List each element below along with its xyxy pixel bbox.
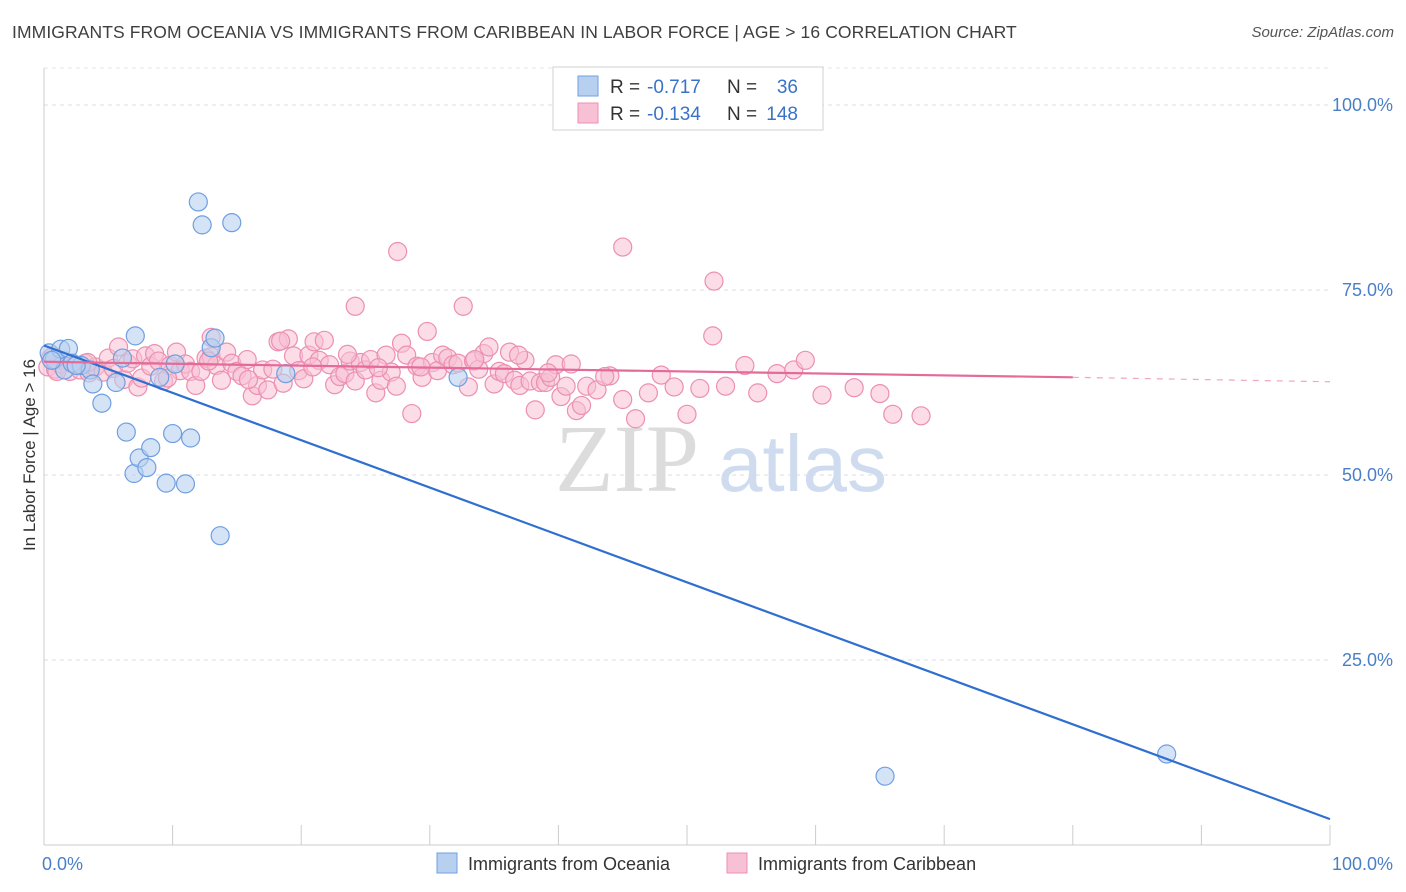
axes [43, 68, 1331, 846]
caribbean-point-109 [613, 389, 633, 410]
x-tick-label-1: 100.0% [1332, 854, 1393, 874]
legend-swatch-caribbean [577, 102, 599, 124]
bottom-legend-label-caribbean: Immigrants from Caribbean [758, 854, 976, 874]
oceania-point-31 [448, 367, 468, 387]
series-caribbean [38, 237, 931, 429]
watermark-atlas: atlas [718, 419, 887, 508]
caribbean-point-55 [314, 330, 334, 350]
chart-title: IMMIGRANTS FROM OCEANIA VS IMMIGRANTS FR… [12, 22, 1017, 42]
trend-line-caribbean [43, 360, 1073, 379]
legend-n-value-oceania: 36 [777, 77, 798, 98]
y-tick-label-2: 75.0% [1342, 280, 1393, 300]
y-tick-label-1: 50.0% [1342, 465, 1393, 485]
legend-r-value-caribbean: -0.134 [647, 104, 701, 125]
trend-line-oceania [43, 344, 1331, 821]
caribbean-point-82 [453, 296, 473, 316]
oceania-point-34 [42, 350, 62, 370]
legend-r-label-caribbean: R = [610, 104, 640, 125]
x-tick-labels: 0.0% 100.0% [42, 854, 1393, 874]
bottom-legend: Immigrants from Oceania Immigrants from … [436, 852, 976, 874]
caribbean-point-122 [795, 350, 815, 370]
oceania-point-25 [192, 215, 212, 235]
caribbean-point-110 [625, 409, 646, 429]
caribbean-point-126 [883, 404, 903, 424]
caribbean-point-141 [337, 344, 358, 364]
y-tick-labels: 25.0% 50.0% 75.0% 100.0% [1332, 95, 1393, 670]
legend-swatch-oceania [577, 75, 599, 97]
caribbean-point-146 [538, 363, 558, 383]
caribbean-point-114 [677, 404, 697, 424]
caribbean-point-96 [525, 400, 545, 420]
legend-n-label-caribbean: N = [727, 104, 757, 125]
caribbean-point-123 [812, 385, 832, 405]
oceania-point-22 [175, 474, 196, 494]
caribbean-point-35 [211, 370, 232, 390]
oceania-point-16 [137, 458, 157, 478]
oceania-point-29 [222, 213, 242, 233]
trend-lines [43, 344, 1331, 821]
caribbean-point-144 [465, 349, 485, 370]
caribbean-point-138 [238, 369, 259, 390]
legend-r-label-oceania: R = [610, 77, 640, 98]
oceania-point-8 [83, 374, 103, 394]
caribbean-point-75 [417, 321, 437, 342]
caribbean-point-124 [844, 378, 864, 398]
y-axis-label: In Labor Force | Age > 16 [20, 359, 39, 551]
caribbean-point-130 [704, 271, 724, 291]
oceania-point-19 [156, 473, 176, 493]
caribbean-point-145 [508, 345, 529, 365]
oceania-point-33 [1157, 744, 1177, 764]
oceania-point-9 [92, 393, 112, 413]
caribbean-point-105 [571, 395, 592, 416]
caribbean-point-113 [664, 377, 684, 397]
caribbean-point-102 [556, 376, 576, 396]
trend-line-caribbean-extension [1072, 376, 1331, 383]
caribbean-point-69 [386, 376, 406, 396]
oceania-point-28 [210, 526, 230, 546]
top-legend: R = -0.717 N = 36 R = -0.134 N = 148 [552, 66, 824, 131]
legend-n-value-caribbean: 148 [766, 104, 798, 125]
caribbean-point-118 [735, 355, 755, 376]
oceania-point-14 [125, 326, 145, 346]
oceania-point-23 [181, 428, 201, 448]
caribbean-point-125 [870, 384, 890, 404]
caribbean-point-129 [613, 237, 633, 257]
oceania-point-24 [188, 192, 208, 212]
watermark: ZIP atlas [555, 405, 887, 512]
y-tick-label-0: 25.0% [1342, 650, 1393, 670]
caribbean-point-103 [561, 354, 581, 374]
oceania-point-32 [875, 766, 895, 786]
caribbean-point-147 [595, 366, 615, 387]
legend-r-value-oceania: -0.717 [647, 77, 701, 98]
oceania-point-30 [276, 364, 296, 384]
bottom-legend-swatch-oceania [436, 852, 458, 874]
oceania-point-10 [106, 372, 126, 393]
caribbean-point-111 [638, 383, 659, 403]
oceania-point-20 [163, 423, 183, 444]
oceania-point-27 [205, 328, 225, 348]
caribbean-point-87 [479, 337, 499, 357]
caribbean-point-117 [715, 376, 736, 396]
caribbean-point-72 [402, 403, 422, 424]
caribbean-point-128 [388, 241, 408, 262]
caribbean-point-119 [748, 383, 768, 403]
oceania-point-18 [150, 367, 170, 387]
caribbean-point-139 [271, 331, 291, 351]
caribbean-point-116 [703, 326, 723, 346]
caribbean-point-127 [911, 406, 931, 426]
x-tick-label-0: 0.0% [42, 854, 83, 874]
y-tick-label-3: 100.0% [1332, 95, 1393, 115]
legend-n-label-oceania: N = [727, 77, 757, 98]
bottom-legend-swatch-caribbean [726, 852, 748, 874]
source-label: Source: ZipAtlas.com [1251, 24, 1394, 41]
caribbean-point-115 [690, 378, 710, 399]
oceania-point-12 [116, 422, 136, 442]
caribbean-point-131 [345, 296, 365, 316]
oceania-point-11 [112, 348, 133, 368]
bottom-legend-label-oceania: Immigrants from Oceania [468, 854, 671, 874]
oceania-point-17 [141, 438, 161, 458]
